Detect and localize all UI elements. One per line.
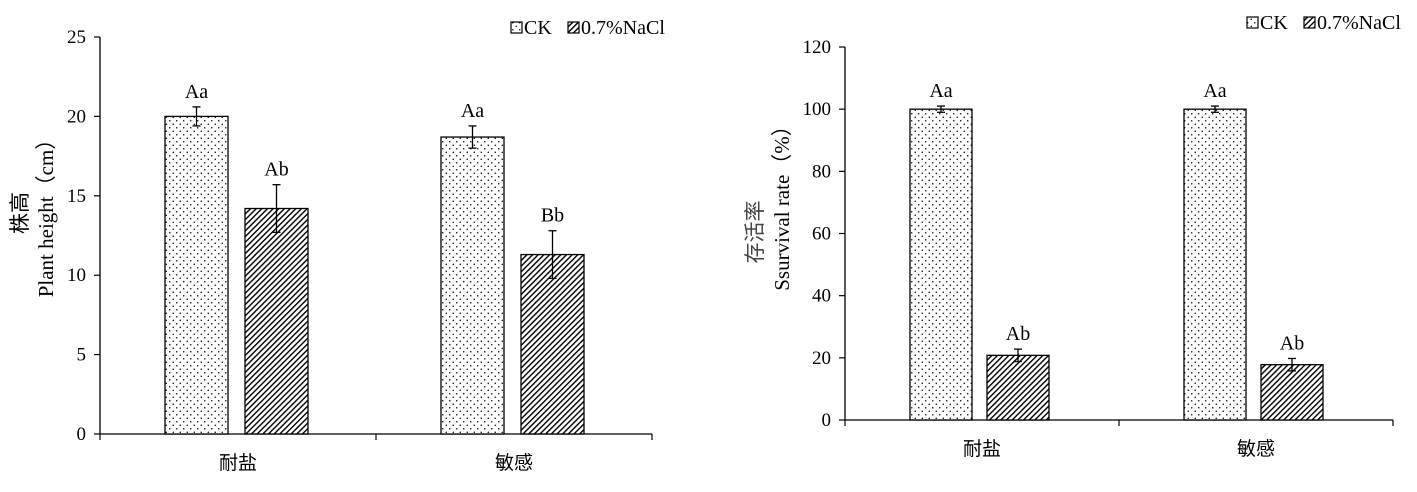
y-tick-label: 20 [812,348,831,369]
y-axis-label: Ssurvival rate（%） [770,115,794,291]
significance-label: Ab [1280,332,1304,354]
legend-label-nacl: 0.7%NaCl [1317,12,1401,34]
y-tick-label: 0 [822,410,832,431]
x-tick-label: 耐盐 [219,452,257,474]
y-axis-label-cn: 株高 [8,192,32,234]
y-tick-label: 120 [803,37,832,58]
significance-label: Aa [461,100,484,122]
y-tick-label: 15 [67,186,86,207]
y-tick-label: 40 [812,286,831,307]
legend-swatch-ck [510,21,523,34]
legend: CK 0.7%NaCl [1246,12,1401,34]
y-axis-label-cn: 存活率 [743,201,767,264]
bar [164,115,229,435]
y-tick-label: 20 [67,106,86,127]
bar [440,136,505,435]
x-tick-label: 耐盐 [963,438,1001,460]
bar [986,354,1050,421]
bar [1260,364,1324,421]
legend: CK 0.7%NaCl [510,17,665,39]
plant-height-chart: 株高 Plant height（cm） CK 0.7%NaCl 0 5 10 15 20… [8,17,665,474]
y-tick-label: 25 [67,27,86,48]
y-tick-label: 0 [77,424,87,445]
legend-swatch-ck [1246,16,1259,29]
bar [520,253,585,435]
legend-label-nacl: 0.7%NaCl [581,17,665,39]
legend-label-ck: CK [524,17,552,39]
legend-label-ck: CK [1260,12,1288,34]
x-tick-label: 敏感 [1237,438,1275,460]
significance-label: Ab [1006,323,1030,345]
bar [244,207,309,435]
y-tick-label: 5 [77,345,87,366]
significance-label: Ab [264,159,288,181]
y-tick-label: 60 [812,224,831,245]
legend-swatch-nacl [567,21,580,34]
survival-rate-chart: 存活率 Ssurvival rate（%） CK 0.7%NaCl 0 20 40 6… [743,12,1401,460]
y-tick-label: 10 [67,265,86,286]
y-axis-label: Plant height（cm） [34,129,58,298]
bar [1183,108,1247,421]
x-tick-label: 敏感 [495,452,533,474]
bar [909,108,973,421]
legend-swatch-nacl [1303,16,1316,29]
significance-label: Aa [1203,80,1226,102]
significance-label: Aa [929,80,952,102]
significance-label: Bb [541,205,564,227]
y-tick-label: 100 [803,99,832,120]
y-tick-label: 80 [812,161,831,182]
significance-label: Aa [185,81,208,103]
